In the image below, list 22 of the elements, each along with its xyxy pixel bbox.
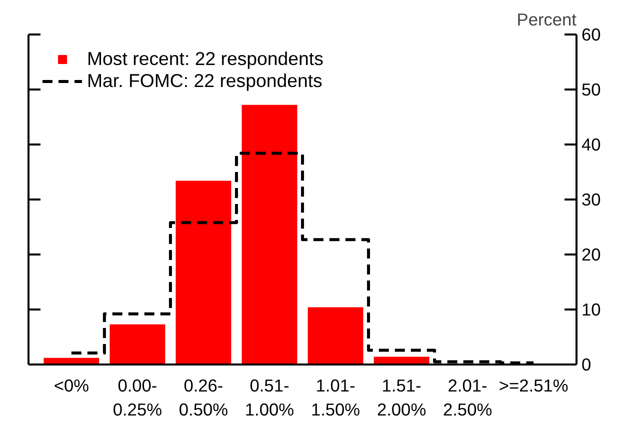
x-tick-label: 0.51- 1.00% <box>244 376 294 420</box>
legend-label: Most recent: 22 respondents <box>87 48 324 70</box>
x-tick-label: 1.01- 1.50% <box>310 376 360 420</box>
x-tick-label: 0.26- 0.50% <box>178 376 228 420</box>
legend-label: Mar. FOMC: 22 respondents <box>87 70 322 92</box>
y-tick-label: 20 <box>582 244 601 264</box>
y-tick-label: 50 <box>582 80 601 100</box>
y-tick-label: 40 <box>582 134 601 154</box>
y-tick-label: 0 <box>582 354 592 374</box>
bar <box>176 180 232 364</box>
bar <box>242 104 298 364</box>
y-axis-title: Percent <box>516 10 577 30</box>
x-tick-label: 1.51- 2.00% <box>376 376 426 420</box>
bar <box>110 324 166 364</box>
y-tick-label: 30 <box>582 190 601 210</box>
x-tick-label: 2.01- 2.50% <box>442 376 492 420</box>
y-tick-label: 10 <box>582 300 601 320</box>
x-tick-label: 0.00- 0.25% <box>112 376 162 420</box>
x-tick-label: <0% <box>54 376 90 396</box>
y-tick-label: 60 <box>582 24 601 44</box>
bar <box>308 307 364 364</box>
x-tick-label: >=2.51% <box>498 376 568 396</box>
